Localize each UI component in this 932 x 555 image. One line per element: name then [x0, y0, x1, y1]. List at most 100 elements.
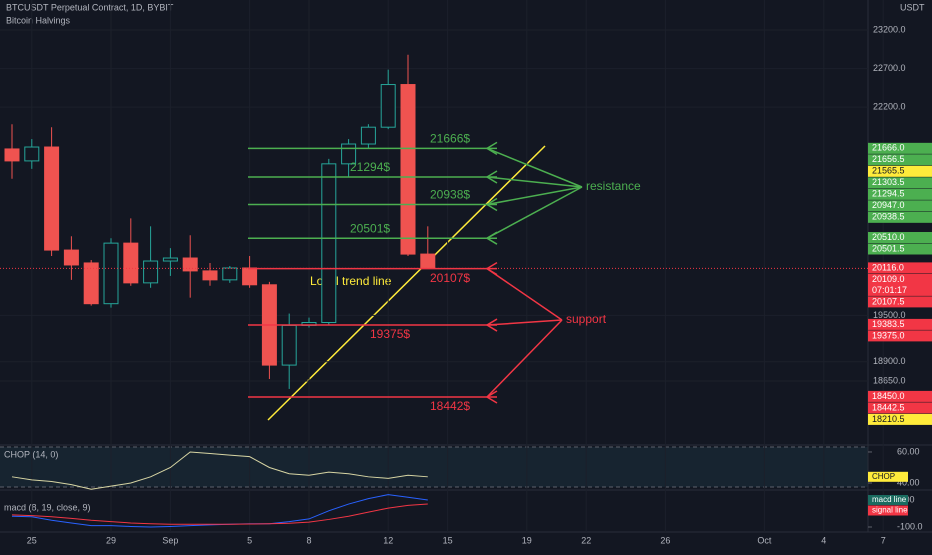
price-tag-label: 21303.5 — [872, 177, 905, 187]
candle-body — [24, 146, 40, 162]
candle-body — [380, 84, 396, 128]
x-tick-label: 26 — [660, 535, 670, 545]
level-label: 21666$ — [430, 132, 470, 146]
price-tag — [868, 318, 932, 330]
y-tick-label: 23200.0 — [873, 24, 906, 34]
price-tag — [868, 211, 932, 223]
price-tag — [868, 177, 932, 189]
indicator-name: Bitcoin Halvings — [6, 15, 71, 25]
price-tag-label: 19383.5 — [872, 319, 905, 329]
price-tag-label: 20501.5 — [872, 243, 905, 253]
price-tag-label: 21565.5 — [872, 166, 905, 176]
candle-body — [83, 262, 99, 305]
indicator-line — [11, 503, 428, 525]
price-tag-label: 21666.0 — [872, 143, 905, 153]
y-tick-label: 19500.0 — [873, 310, 906, 320]
arrow-head — [485, 390, 498, 404]
price-tag — [868, 200, 932, 212]
arrow-head — [485, 261, 498, 276]
y-tick-label: 18900.0 — [873, 356, 906, 366]
x-tick-label: 29 — [106, 535, 116, 545]
arrow-head — [485, 197, 498, 212]
candle-body — [202, 270, 218, 281]
arrow-line — [486, 319, 563, 326]
arrow-head — [485, 231, 498, 245]
price-tag-label: 20947.0 — [872, 200, 905, 210]
price-tag — [868, 390, 932, 402]
price-tag — [868, 142, 932, 154]
price-tag — [868, 188, 932, 200]
candle-body — [63, 249, 79, 266]
x-tick-label: 7 — [881, 535, 886, 545]
price-tag — [868, 273, 932, 296]
candle-body — [281, 324, 297, 366]
price-tag-label: 21656.5 — [872, 154, 905, 164]
line-tag-label: CHOP — [872, 472, 895, 481]
price-tag-label: 18442.5 — [872, 402, 905, 412]
candle-body — [162, 257, 178, 262]
price-tag — [868, 232, 932, 244]
price-tag-label: 20938.5 — [872, 212, 905, 222]
x-tick-label: Sep — [162, 535, 178, 545]
candle-body — [123, 242, 139, 284]
arrow-head — [485, 170, 498, 184]
resistance-label: resistance — [586, 179, 641, 193]
price-tag — [868, 243, 932, 255]
level-label: 18442$ — [430, 399, 470, 413]
y-tick-label: 40.00 — [897, 477, 920, 487]
y-tick-label: 60.00 — [897, 446, 920, 456]
arrow-head — [485, 318, 498, 332]
price-tag — [868, 154, 932, 166]
candle-body — [143, 260, 159, 284]
arrow-head — [485, 141, 498, 155]
line-tag — [868, 494, 908, 505]
arrow-line — [486, 319, 563, 398]
arrow-line — [486, 147, 583, 188]
level-label: 20938$ — [430, 188, 470, 202]
y-tick-label: 22700.0 — [873, 63, 906, 73]
currency: USDT — [900, 2, 925, 12]
arrow-line — [486, 267, 563, 321]
trend-line — [267, 145, 546, 421]
price-tag — [868, 262, 932, 274]
arrow-line — [486, 176, 583, 188]
macd-title: macd (8, 19, close, 9) — [4, 502, 91, 512]
y-tick-label: 18650.0 — [873, 375, 906, 385]
level-label: 19375$ — [370, 327, 410, 341]
level-label: 20501$ — [350, 221, 390, 235]
symbol-title: BTCUSDT Perpetual Contract, 1D, BYBIT — [6, 2, 174, 12]
price-tag — [868, 296, 932, 308]
x-tick-label: 22 — [581, 535, 591, 545]
price-tag-label: 20510.0 — [872, 232, 905, 242]
price-tag-label: 20116.0 — [872, 262, 904, 272]
chop-band — [0, 447, 868, 487]
line-tag — [868, 505, 908, 516]
price-tag — [868, 330, 932, 342]
level-label: 21294$ — [350, 160, 390, 174]
price-tag — [868, 402, 932, 414]
candle-body — [360, 126, 376, 145]
chop-title: CHOP (14, 0) — [4, 449, 58, 459]
x-tick-label: Oct — [757, 535, 772, 545]
x-tick-label: 12 — [383, 535, 393, 545]
candle-body — [420, 253, 436, 269]
level-label: 20107$ — [430, 271, 470, 285]
x-tick-label: 25 — [27, 535, 37, 545]
x-tick-label: 15 — [443, 535, 453, 545]
price-tag-label: 20109.0 — [872, 274, 905, 284]
price-tag-label: 18450.0 — [872, 391, 905, 401]
support-label: support — [566, 312, 607, 326]
x-tick-label: 5 — [247, 535, 252, 545]
x-tick-label: 8 — [306, 535, 311, 545]
candle-body — [222, 267, 238, 281]
price-tag — [868, 165, 932, 177]
price-tag — [868, 413, 932, 425]
candle-body — [242, 267, 258, 286]
candle-body — [103, 242, 119, 305]
line-tag-label: macd line — [872, 495, 907, 504]
arrow-line — [486, 186, 583, 239]
candle-body — [44, 146, 60, 251]
line-tag-label: signal line — [872, 506, 908, 515]
